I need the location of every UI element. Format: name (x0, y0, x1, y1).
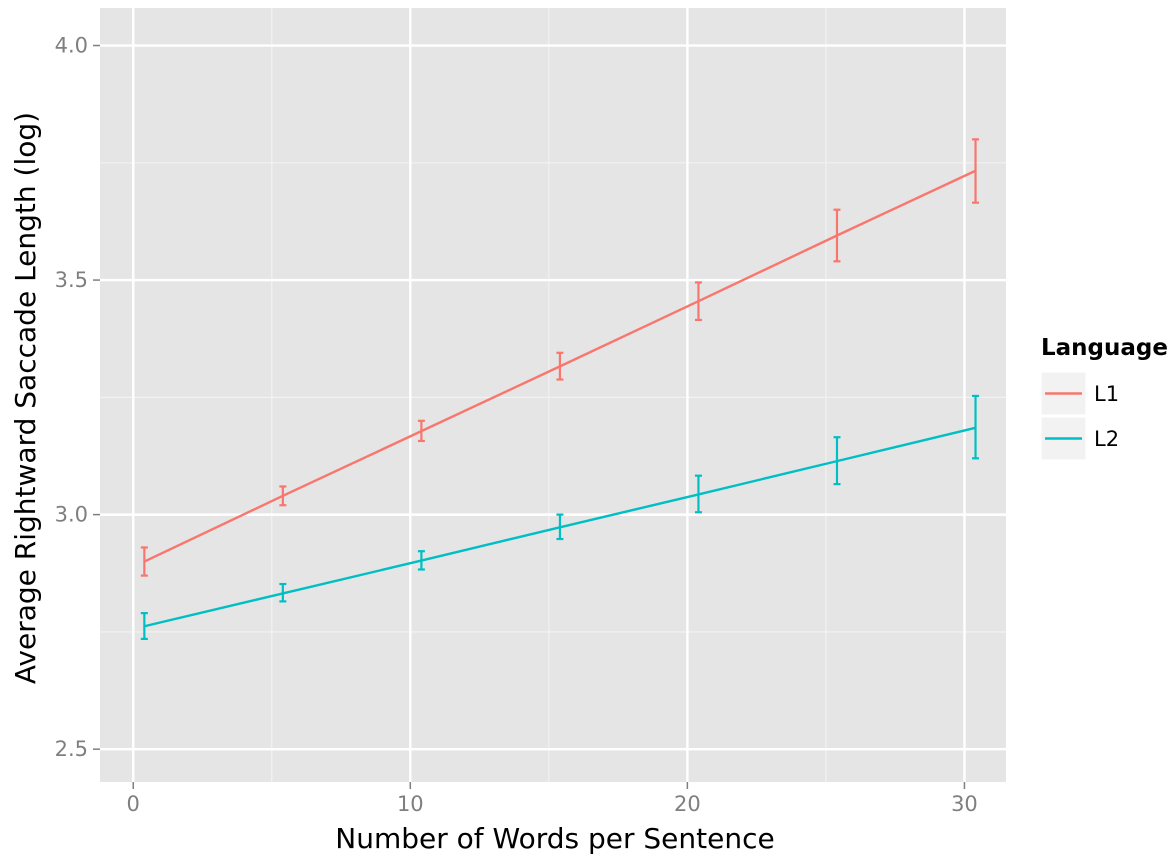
major-gridlines (100, 8, 1006, 782)
axis-ticks (93, 44, 966, 789)
y-axis-tick-label: 4.0 (55, 34, 88, 58)
y-axis-tick-label: 3.0 (55, 503, 88, 527)
error-bar-l1 (833, 208, 841, 263)
error-bar-l1 (140, 546, 148, 577)
error-bar-l1 (279, 485, 287, 507)
legend-title: Language (1041, 335, 1168, 361)
error-bar-l1 (972, 138, 980, 204)
error-bar-l2 (417, 550, 425, 571)
plot-panel (100, 8, 1006, 782)
x-axis-tick-label: 20 (674, 792, 701, 816)
error-bar-l1 (417, 419, 425, 443)
series-l2 (140, 394, 980, 641)
y-axis-tick-labels: 2.5 3.0 3.5 4.0 (55, 34, 88, 762)
x-axis-title: Number of Words per Sentence (335, 822, 774, 855)
legend: Language L1 L2 (1040, 335, 1168, 461)
y-axis-tick-label: 2.5 (55, 737, 88, 761)
x-axis-tick-label: 10 (397, 792, 424, 816)
series-l1 (140, 138, 980, 577)
legend-item-l2: L2 (1040, 416, 1119, 461)
y-axis-title: Average Rightward Saccade Length (log) (9, 112, 42, 684)
y-axis-tick-label: 3.5 (55, 268, 88, 292)
error-bar-l1 (556, 351, 564, 381)
x-axis-tick-label: 30 (951, 792, 978, 816)
x-axis-tick-labels: 0 10 20 30 (127, 792, 978, 816)
error-bar-l2 (694, 474, 702, 514)
error-bar-l2 (833, 436, 841, 486)
x-axis-tick-label: 0 (127, 792, 140, 816)
legend-label-l1: L1 (1094, 382, 1119, 406)
error-bar-l2 (279, 582, 287, 603)
error-bar-l1 (694, 281, 702, 322)
minor-gridlines (100, 8, 1006, 782)
error-bar-l2 (972, 394, 980, 460)
error-bar-l2 (556, 513, 564, 541)
legend-keys: L1 L2 (1040, 371, 1119, 461)
legend-label-l2: L2 (1094, 427, 1119, 451)
legend-item-l1: L1 (1040, 371, 1119, 416)
series-layer (140, 138, 980, 641)
error-bar-l2 (140, 612, 148, 641)
